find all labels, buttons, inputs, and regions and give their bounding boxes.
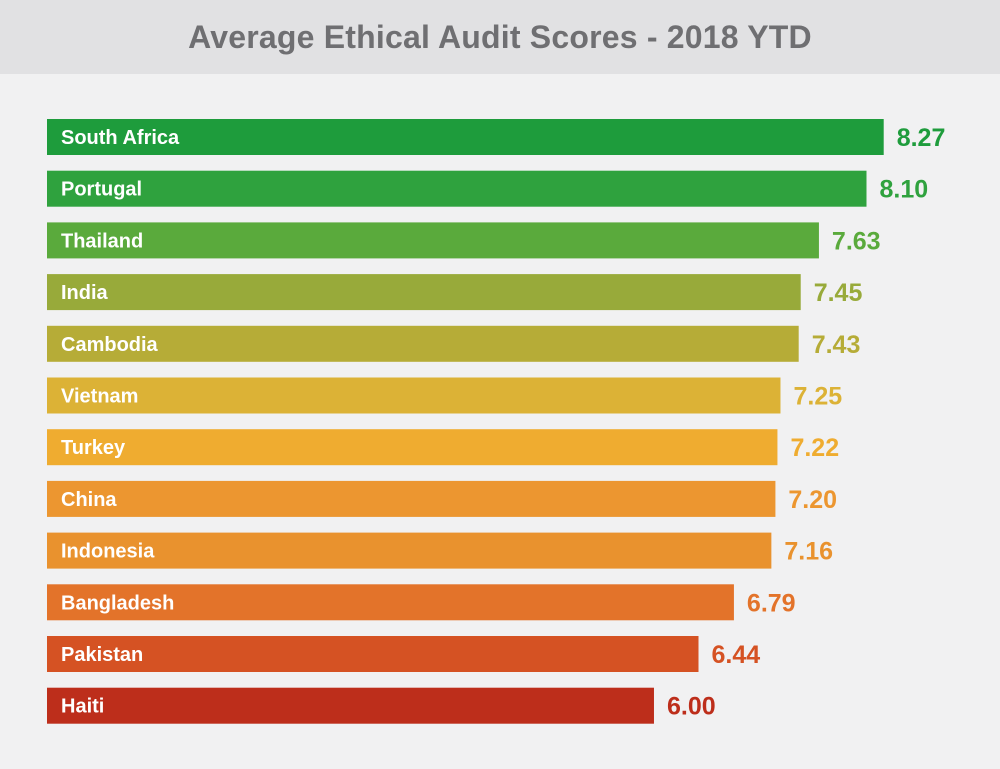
- bar-vietnam: [47, 377, 781, 414]
- bar-value-label: 6.79: [747, 589, 796, 617]
- bar-south-africa: [47, 119, 884, 155]
- bar-value-label: 7.43: [812, 331, 861, 359]
- bar-turkey: [47, 429, 778, 466]
- bar-value-label: 7.22: [790, 434, 839, 462]
- bar-category-label: Turkey: [61, 437, 126, 459]
- bar-thailand: [47, 222, 819, 259]
- bar-pakistan: [47, 636, 699, 672]
- bar-value-label: 7.20: [788, 486, 837, 514]
- bar-category-label: China: [61, 489, 117, 511]
- bar-category-label: Cambodia: [61, 334, 159, 356]
- bar-category-label: Bangladesh: [61, 592, 174, 614]
- bar-category-label: Pakistan: [61, 644, 143, 666]
- bar-value-label: 8.27: [897, 124, 946, 152]
- bar-value-label: 7.45: [814, 279, 863, 307]
- bar-cambodia: [47, 325, 799, 362]
- bar-china: [47, 480, 776, 517]
- bar-bangladesh: [47, 584, 734, 621]
- bar-indonesia: [47, 532, 772, 569]
- chart-title: Average Ethical Audit Scores - 2018 YTD: [188, 18, 812, 55]
- bar-value-label: 6.44: [712, 641, 761, 669]
- bar-value-label: 7.16: [784, 538, 833, 566]
- bar-category-label: Vietnam: [61, 386, 138, 408]
- bar-haiti: [47, 687, 654, 724]
- title-bar: Average Ethical Audit Scores - 2018 YTD: [0, 0, 1000, 74]
- bar-category-label: India: [61, 282, 109, 304]
- bar-value-label: 8.10: [879, 176, 928, 204]
- bar-category-label: Haiti: [61, 696, 104, 718]
- bar-category-label: South Africa: [61, 127, 180, 149]
- bar-value-label: 7.63: [832, 227, 881, 255]
- bar-value-label: 6.00: [667, 693, 716, 721]
- bar-category-label: Portugal: [61, 179, 142, 201]
- bar-india: [47, 274, 801, 311]
- bar-category-label: Indonesia: [61, 541, 155, 563]
- bar-category-label: Thailand: [61, 230, 143, 252]
- bar-value-label: 7.25: [793, 383, 842, 411]
- bar-portugal: [47, 170, 867, 207]
